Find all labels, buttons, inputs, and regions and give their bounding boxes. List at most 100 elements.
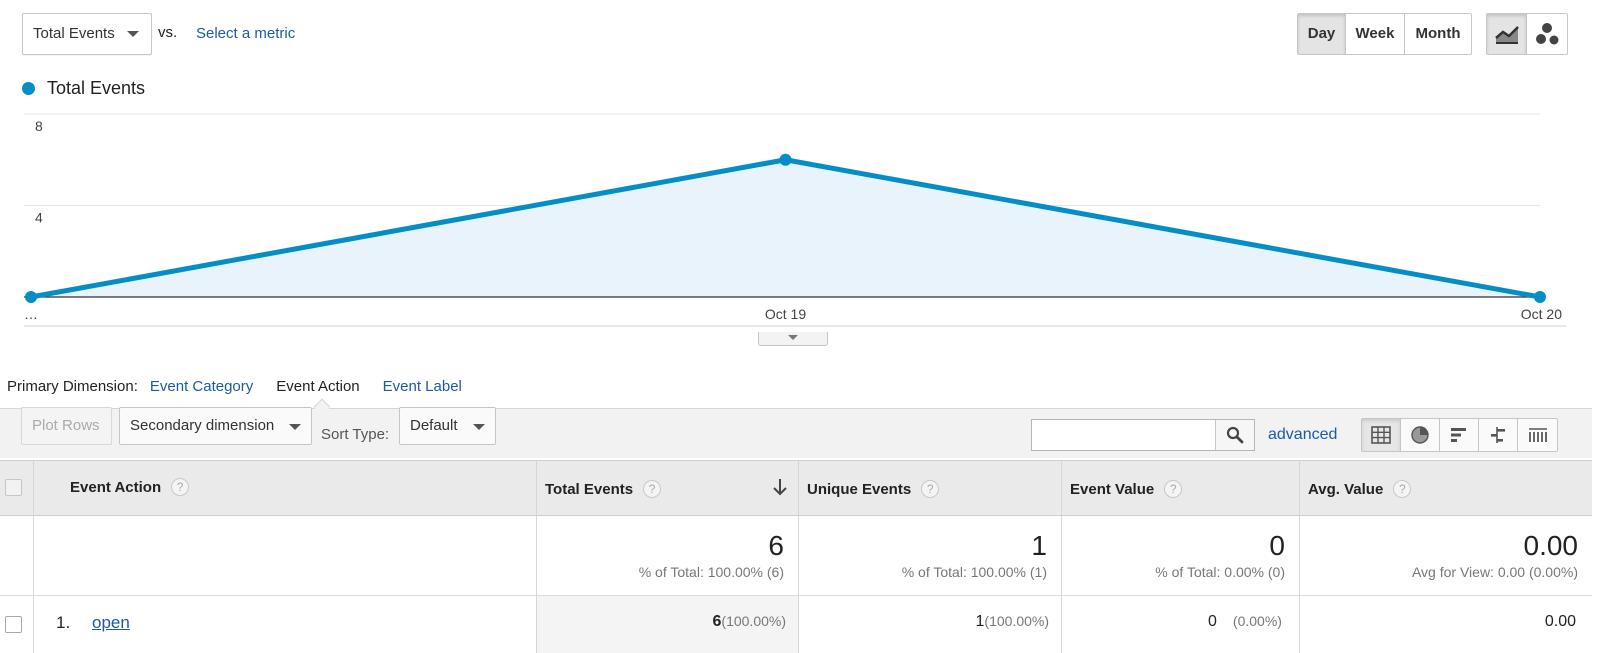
vs-label: vs.	[158, 24, 178, 41]
day-button[interactable]: Day	[1298, 14, 1346, 54]
row-checkbox[interactable]	[5, 616, 22, 633]
event-value-total: 0 % of Total: 0.00% (0)	[1062, 516, 1300, 595]
table-search	[1031, 419, 1255, 451]
chevron-down-icon	[473, 424, 485, 430]
cell-percent: (0.00%)	[1232, 613, 1282, 629]
event-value-cell: 0 (0.00%)	[1062, 596, 1300, 653]
primary-dimension-label: Primary Dimension:	[7, 378, 138, 395]
column-header-avg-value[interactable]: Avg. Value ?	[1300, 461, 1592, 515]
motion-chart-icon	[1536, 23, 1559, 45]
primary-dimension-bar: Primary Dimension: Event Category Event …	[7, 378, 485, 395]
line-chart-button[interactable]	[1487, 14, 1527, 54]
column-header-unique-events[interactable]: Unique Events ?	[799, 461, 1062, 515]
total-events-cell: 6(100.00%)	[537, 596, 799, 653]
dimension-event-category[interactable]: Event Category	[149, 378, 254, 395]
dimension-event-action[interactable]: Event Action	[276, 378, 360, 395]
total-subtext: % of Total: 100.00% (6)	[638, 564, 784, 580]
total-value: 0	[1269, 530, 1285, 561]
period-button-group: Day Week Month	[1297, 13, 1472, 55]
row-index: 1.	[56, 613, 71, 632]
secondary-dimension-select[interactable]: Secondary dimension	[119, 407, 312, 445]
chevron-down-icon	[788, 335, 798, 340]
column-header-label: Total Events	[545, 480, 634, 498]
unique-events-total: 1 % of Total: 100.00% (1)	[799, 516, 1062, 595]
pie-view-button[interactable]	[1401, 419, 1440, 451]
comparison-view-icon	[1491, 427, 1505, 443]
totals-label-cell	[34, 516, 537, 595]
event-action-link[interactable]: open	[92, 613, 130, 632]
help-icon[interactable]: ?	[921, 480, 940, 498]
search-input[interactable]	[1032, 420, 1216, 450]
cell-value: 0.00	[1544, 613, 1576, 630]
column-header-total-events[interactable]: Total Events ?	[537, 461, 799, 515]
y-tick-label: 4	[35, 210, 43, 226]
pie-view-icon	[1411, 426, 1429, 444]
column-header-label: Avg. Value	[1308, 480, 1384, 498]
select-metric-link[interactable]: Select a metric	[196, 25, 296, 42]
x-tick-label: …	[24, 306, 38, 322]
chart-legend: Total Events	[22, 78, 145, 99]
sort-descending-icon	[773, 479, 787, 496]
metric-select-value: Total Events	[33, 25, 115, 42]
unique-events-cell: 1(100.00%)	[799, 596, 1062, 653]
help-icon[interactable]: ?	[1164, 480, 1183, 498]
x-tick-label: Oct 19	[765, 306, 806, 322]
cell-percent: (100.00%)	[984, 613, 1049, 629]
total-value: 0.00	[1523, 530, 1579, 561]
total-subtext: Avg for View: 0.00 (0.00%)	[1411, 564, 1578, 580]
sort-type-value: Default	[410, 417, 458, 434]
table-view-button[interactable]	[1362, 419, 1401, 451]
metric-select[interactable]: Total Events	[22, 13, 152, 55]
table-header-row: Event Action ? Total Events ? Unique Eve…	[0, 460, 1592, 516]
help-icon[interactable]: ?	[171, 478, 190, 496]
select-all-checkbox[interactable]	[5, 479, 22, 496]
cell-value: 0	[1208, 613, 1217, 630]
help-icon[interactable]: ?	[643, 480, 662, 498]
plot-rows-button[interactable]: Plot Rows	[21, 407, 112, 445]
performance-view-icon	[1451, 428, 1466, 442]
sort-type-label: Sort Type:	[321, 426, 390, 443]
secondary-dimension-label: Secondary dimension	[130, 417, 275, 434]
cell-value: 6	[712, 613, 722, 630]
row-checkbox-cell	[0, 596, 34, 653]
search-button[interactable]	[1215, 420, 1254, 450]
dimension-event-label[interactable]: Event Label	[382, 378, 462, 395]
total-events-total: 6 % of Total: 100.00% (6)	[537, 516, 799, 595]
cell-percent: (100.00%)	[721, 613, 786, 629]
chart-type-group	[1486, 13, 1568, 55]
y-tick-label: 8	[35, 118, 43, 134]
week-button[interactable]: Week	[1346, 14, 1405, 54]
table-view-group	[1361, 418, 1558, 452]
total-subtext: % of Total: 100.00% (1)	[901, 564, 1047, 580]
motion-chart-button[interactable]	[1527, 14, 1567, 54]
data-point	[779, 153, 792, 166]
table-toolbar: Plot Rows Secondary dimension Sort Type:…	[0, 407, 1592, 458]
comparison-view-button[interactable]	[1479, 419, 1518, 451]
series-area	[31, 159, 1540, 297]
month-button[interactable]: Month	[1405, 14, 1471, 54]
column-header-event-value[interactable]: Event Value ?	[1062, 461, 1300, 515]
sort-type-select[interactable]: Default	[399, 407, 496, 445]
pivot-view-icon	[1528, 428, 1547, 442]
chart-expand-handle[interactable]	[758, 332, 828, 346]
table-totals-row: 6 % of Total: 100.00% (6) 1 % of Total: …	[0, 516, 1592, 596]
cell-value: 1	[975, 613, 985, 630]
chevron-down-icon	[127, 31, 139, 37]
help-icon[interactable]: ?	[1393, 480, 1412, 498]
legend-label: Total Events	[47, 78, 146, 98]
table-row: 1. open 6(100.00%) 1(100.00%) 0 (0.00%) 0…	[0, 596, 1592, 653]
totals-checkbox-cell	[0, 516, 34, 595]
x-tick-label: Oct 20	[1521, 306, 1562, 322]
pivot-view-button[interactable]	[1518, 419, 1557, 451]
data-point	[1534, 291, 1546, 303]
line-chart: 4 8 … Oct 19 Oct 20	[24, 113, 1566, 327]
performance-view-button[interactable]	[1440, 419, 1479, 451]
total-value: 6	[768, 530, 784, 561]
event-action-cell: 1. open	[34, 596, 537, 653]
total-subtext: % of Total: 0.00% (0)	[1155, 564, 1285, 580]
advanced-filter-link[interactable]: advanced	[1268, 426, 1338, 443]
header-checkbox-cell	[0, 461, 34, 515]
chevron-down-icon	[289, 424, 301, 430]
column-header-label: Event Action	[70, 478, 162, 496]
column-header-event-action[interactable]: Event Action ?	[34, 461, 537, 515]
